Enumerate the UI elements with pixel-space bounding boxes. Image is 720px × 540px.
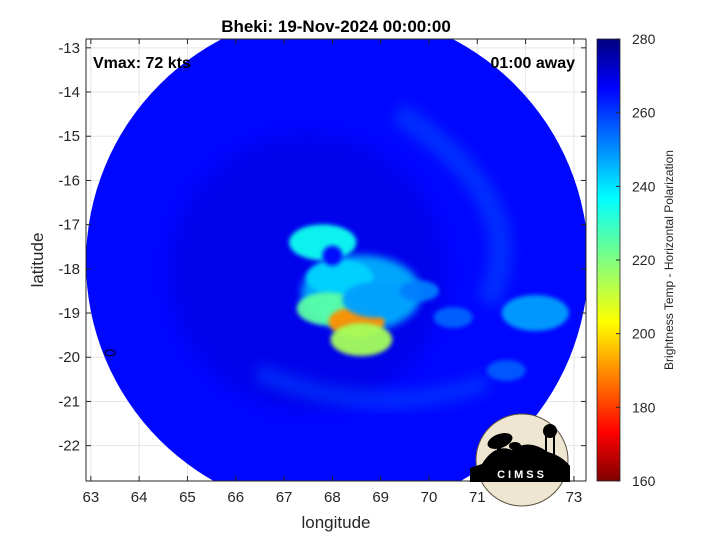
x-tick-label: 66 bbox=[227, 489, 244, 506]
colorbar-tick-label: 280 bbox=[632, 31, 656, 47]
y-tick-label: -20 bbox=[58, 349, 80, 366]
tb-feature bbox=[486, 360, 526, 381]
y-tick-label: -19 bbox=[58, 305, 80, 322]
vmax-label: Vmax: 72 kts bbox=[93, 55, 191, 72]
tb-feature bbox=[330, 323, 393, 357]
outer-rain-band bbox=[391, 102, 512, 308]
y-tick-label: -18 bbox=[58, 261, 80, 278]
tb-feature bbox=[433, 306, 473, 328]
axes-frame bbox=[85, 38, 587, 482]
x-axis-label: longitude bbox=[301, 513, 370, 532]
tb-feature bbox=[399, 280, 439, 302]
tb-feature bbox=[342, 281, 410, 318]
colorbar-tick-label: 180 bbox=[632, 399, 656, 415]
island-outline bbox=[104, 349, 116, 357]
colorbar-tick-label: 240 bbox=[632, 178, 656, 194]
plot-title: Bheki: 19-Nov-2024 00:00:00 bbox=[221, 17, 451, 36]
colorbar-tick-label: 160 bbox=[632, 473, 656, 489]
y-tick-label: -21 bbox=[58, 393, 80, 410]
x-tick-label: 65 bbox=[179, 489, 196, 506]
x-tick-label: 70 bbox=[421, 489, 438, 506]
eye bbox=[322, 245, 343, 266]
y-tick-label: -15 bbox=[58, 128, 80, 145]
colorbar-tick-label: 260 bbox=[632, 105, 656, 121]
tb-feature bbox=[501, 295, 569, 332]
southern-rain-band bbox=[253, 363, 491, 409]
y-tick-label: -13 bbox=[58, 40, 80, 57]
x-tick-label: 69 bbox=[372, 489, 389, 506]
y-tick-label: -22 bbox=[58, 438, 80, 455]
x-tick-label: 67 bbox=[276, 489, 293, 506]
colorbar-tick-label: 200 bbox=[632, 326, 656, 342]
x-tick-label: 71 bbox=[469, 489, 486, 506]
brightness-temperature-swath bbox=[86, 39, 586, 481]
y-tick-label: -17 bbox=[58, 217, 80, 234]
colorbar-label: Brightness Temp - Horizontal Polarizatio… bbox=[662, 150, 676, 370]
x-tick-label: 64 bbox=[131, 489, 148, 506]
x-tick-label: 73 bbox=[566, 489, 583, 506]
colorbar-tick-label: 220 bbox=[632, 252, 656, 268]
logo-text: CIMSS bbox=[497, 469, 547, 481]
x-tick-label: 68 bbox=[324, 489, 341, 506]
x-tick-label: 63 bbox=[82, 489, 99, 506]
colorbar-ticks: 160 180 200 220 240 260 280 bbox=[616, 31, 656, 489]
y-tick-label: -14 bbox=[58, 84, 80, 101]
cimss-logo: CIMSS bbox=[470, 413, 570, 507]
time-offset-label: 01:00 away bbox=[490, 55, 575, 72]
y-axis-label: latitude bbox=[28, 233, 47, 288]
y-tick-label: -16 bbox=[58, 172, 80, 189]
